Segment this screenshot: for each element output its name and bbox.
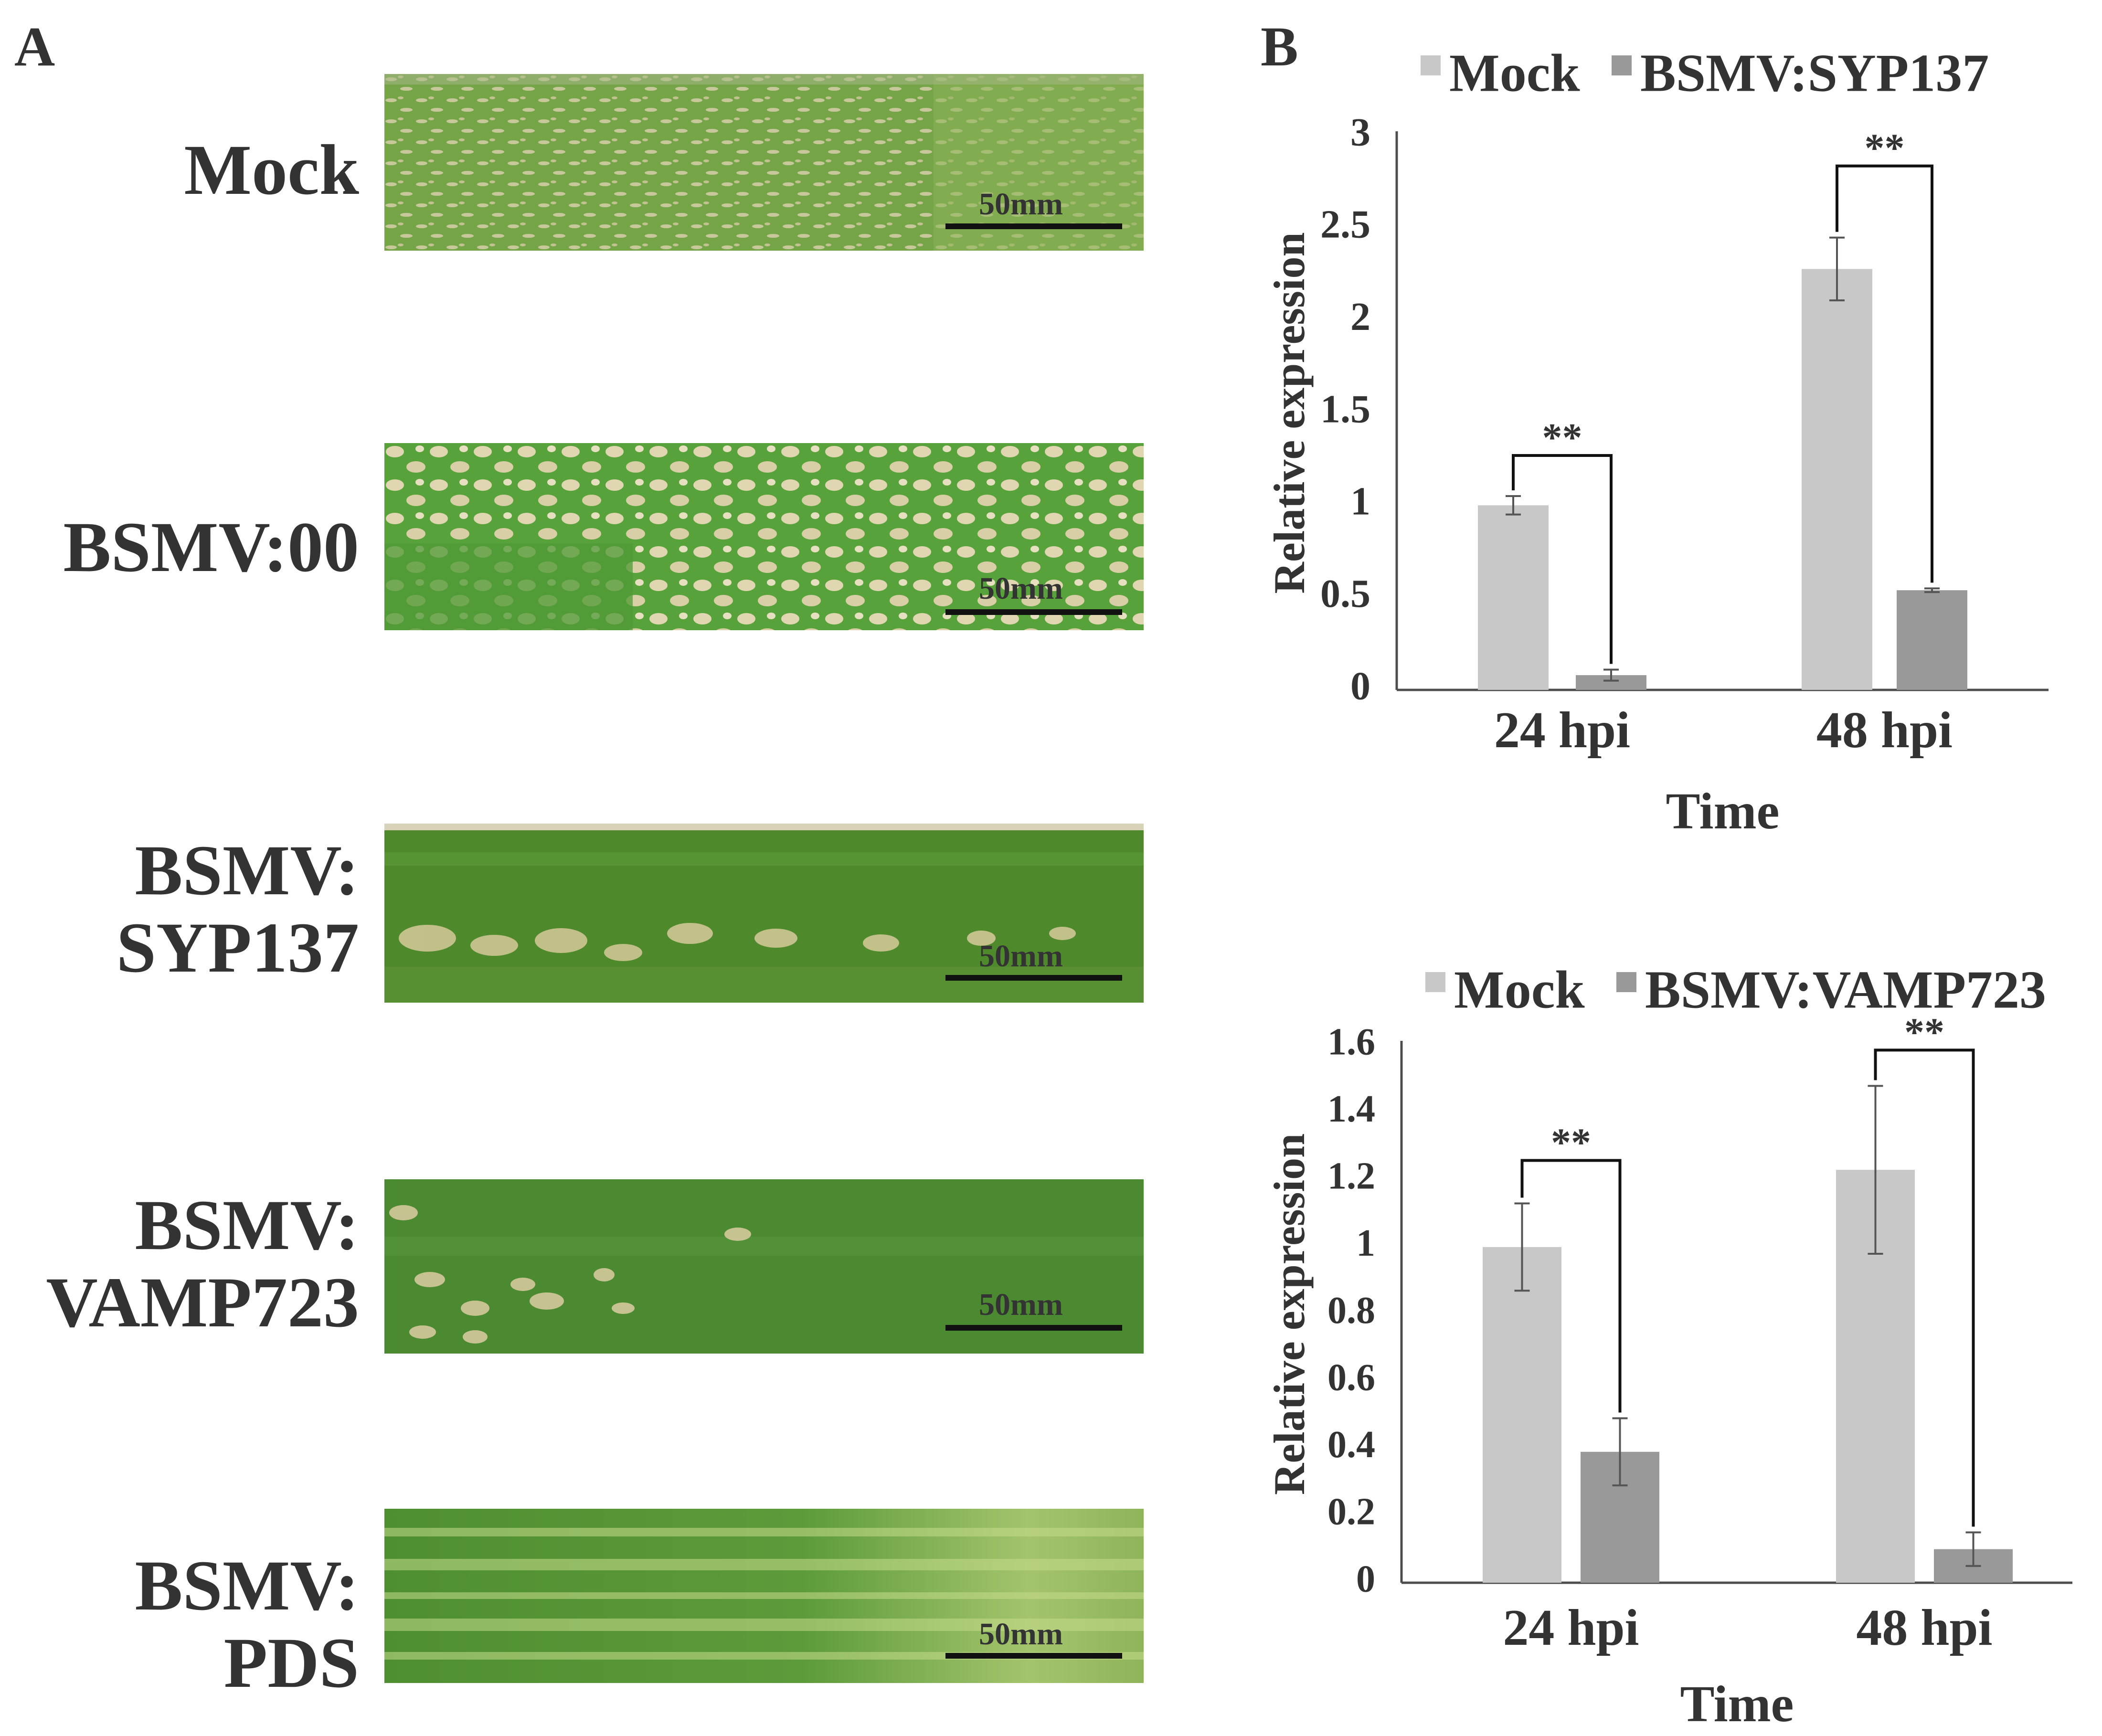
leaf-image-bsmv00 bbox=[384, 443, 1144, 630]
bar bbox=[1897, 590, 1967, 690]
y-tick-label: 0.2 bbox=[1327, 1491, 1375, 1533]
y-tick-label: 1 bbox=[1356, 1222, 1375, 1264]
row-label-bsmv00: BSMV:00 bbox=[63, 508, 359, 586]
significance-label: ** bbox=[1542, 415, 1582, 460]
y-tick-label: 2.5 bbox=[1320, 202, 1370, 247]
y-axis-label: Relative expression bbox=[1265, 232, 1314, 593]
scale-bar bbox=[945, 609, 1122, 615]
y-tick-label: 0 bbox=[1350, 664, 1370, 708]
significance-label: ** bbox=[1904, 1010, 1944, 1054]
scale-bar-label: 50mm bbox=[979, 571, 1063, 606]
row-label-line: SYP137 bbox=[116, 908, 359, 987]
significance-bracket bbox=[1520, 1159, 1622, 1413]
leaf-image-mock bbox=[384, 74, 1144, 251]
scale-bar bbox=[945, 1653, 1122, 1659]
row-label-line: BSMV: bbox=[135, 1546, 359, 1625]
row-label-line: BSMV: bbox=[135, 1186, 359, 1265]
legend-label: BSMV:SYP137 bbox=[1640, 44, 1989, 103]
legend-swatch bbox=[1612, 55, 1632, 75]
leaf-image-pds bbox=[384, 1509, 1144, 1683]
row-label-line: BSMV:00 bbox=[63, 508, 359, 587]
scale-bar-label: 50mm bbox=[979, 1287, 1063, 1322]
y-tick-label: 1.5 bbox=[1320, 387, 1370, 431]
leaf-image-syp137 bbox=[384, 824, 1144, 1003]
x-tick-label: 24 hpi bbox=[1494, 702, 1630, 759]
row-label-line: PDS bbox=[223, 1623, 359, 1703]
row-label-line: Mock bbox=[184, 130, 359, 210]
significance-label: ** bbox=[1865, 126, 1905, 170]
significance-label: ** bbox=[1551, 1120, 1591, 1164]
y-tick-label: 1.4 bbox=[1327, 1088, 1375, 1130]
y-tick-label: 0.4 bbox=[1327, 1424, 1375, 1466]
leaf-image-vamp723 bbox=[384, 1179, 1144, 1354]
bar bbox=[1478, 505, 1549, 690]
row-label-pds: BSMV: PDS bbox=[135, 1547, 359, 1702]
legend-label: Mock bbox=[1449, 44, 1580, 103]
scale-bar-label: 50mm bbox=[979, 187, 1063, 222]
panel-label-a: A bbox=[14, 15, 55, 78]
scale-bar bbox=[945, 1325, 1122, 1331]
y-tick-label: 1 bbox=[1350, 479, 1370, 524]
y-tick-label: 0.8 bbox=[1327, 1290, 1375, 1332]
y-tick-label: 1.2 bbox=[1327, 1155, 1375, 1197]
legend-label: Mock bbox=[1454, 961, 1585, 1020]
chart-syp137-expression: Mock BSMV:SYP137 0 0.5 1 1.5 2 2.5 3 Relative exp… bbox=[1222, 38, 2102, 869]
scale-bar bbox=[945, 975, 1122, 981]
significance-bracket bbox=[1836, 164, 1933, 583]
x-tick-label: 48 hpi bbox=[1856, 1599, 1992, 1656]
bar bbox=[1483, 1247, 1561, 1583]
x-tick-label: 48 hpi bbox=[1816, 702, 1953, 759]
row-label-vamp723: BSMV: VAMP723 bbox=[46, 1186, 359, 1341]
y-axis-label: Relative expression bbox=[1265, 1133, 1314, 1495]
row-label-mock: Mock bbox=[184, 131, 359, 209]
x-tick-label: 24 hpi bbox=[1503, 1599, 1639, 1656]
chart-svg: Mock BSMV:VAMP723 0 0.2 0.4 0.6 0.8 1 1.2 1.4 1.6 R… bbox=[1265, 961, 2072, 1733]
y-tick-label: 3 bbox=[1350, 110, 1370, 154]
significance-bracket bbox=[1874, 1048, 1975, 1527]
chart-svg: Mock BSMV:SYP137 0 0.5 1 1.5 2 2.5 3 Relative exp… bbox=[1265, 44, 2049, 840]
y-tick-label: 2 bbox=[1350, 295, 1370, 339]
legend-swatch bbox=[1616, 972, 1636, 992]
y-tick-label: 0.6 bbox=[1327, 1356, 1375, 1398]
row-label-line: BSMV: bbox=[135, 831, 359, 910]
y-tick-label: 0 bbox=[1356, 1558, 1375, 1600]
chart-vamp723-expression: Mock BSMV:VAMP723 0 0.2 0.4 0.6 0.8 1 1.2 1.4 1.6 R… bbox=[1222, 950, 2102, 1736]
legend-label: BSMV:VAMP723 bbox=[1645, 961, 2046, 1020]
row-label-syp137: BSMV: SYP137 bbox=[117, 832, 359, 986]
scale-bar bbox=[945, 223, 1122, 229]
x-axis-label: Time bbox=[1680, 1676, 1794, 1733]
bar bbox=[1802, 269, 1872, 690]
row-label-line: VAMP723 bbox=[46, 1263, 359, 1342]
scale-bar-label: 50mm bbox=[979, 939, 1063, 974]
legend-swatch bbox=[1425, 972, 1445, 992]
scale-bar-label: 50mm bbox=[979, 1617, 1063, 1651]
y-tick-label: 1.6 bbox=[1327, 1021, 1375, 1063]
x-axis-label: Time bbox=[1666, 783, 1780, 840]
legend-swatch bbox=[1421, 55, 1441, 75]
significance-bracket bbox=[1512, 454, 1613, 664]
y-tick-label: 0.5 bbox=[1320, 572, 1370, 616]
panel-label-b: B bbox=[1261, 15, 1298, 78]
